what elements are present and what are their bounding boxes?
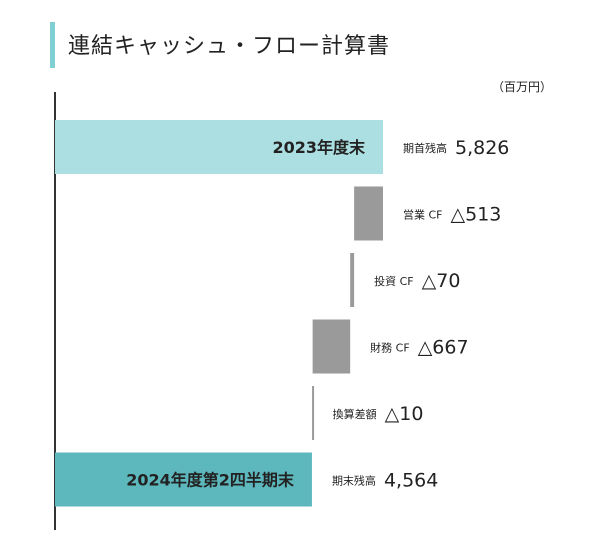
item-name-3: 財務 CF	[370, 341, 410, 355]
bar-label-5: 2024年度第2四半期末	[126, 471, 295, 490]
bar-4	[312, 386, 315, 440]
item-name-0: 期首残高	[403, 141, 447, 155]
bar-3	[312, 319, 351, 374]
item-value-2: △70	[422, 270, 461, 292]
item-value-3: △667	[418, 337, 469, 359]
item-value-5: 4,564	[384, 470, 438, 492]
item-name-1: 営業 CF	[403, 208, 443, 222]
item-name-4: 換算差額	[333, 407, 377, 421]
item-value-0: 5,826	[455, 137, 509, 159]
bar-2	[350, 253, 355, 307]
item-value-4: △10	[385, 403, 424, 425]
unit-label: （百万円）	[491, 80, 552, 94]
item-name-5: 期末残高	[332, 474, 376, 488]
title-accent-bar	[50, 22, 55, 68]
page-title: 連結キャッシュ・フロー計算書	[68, 34, 391, 59]
bar-0	[55, 120, 383, 174]
item-name-2: 投資 CF	[374, 274, 414, 288]
bar-1	[354, 186, 383, 241]
bar-label-0: 2023年度末	[272, 138, 366, 157]
bar-5	[55, 452, 312, 507]
item-value-1: △513	[451, 204, 502, 226]
